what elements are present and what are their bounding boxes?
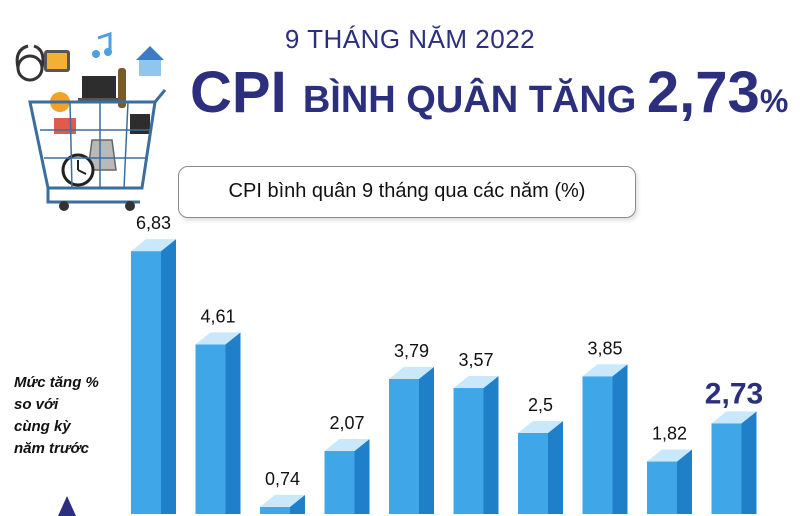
note-line: cùng kỳ [14, 418, 71, 435]
bar [711, 423, 742, 514]
bar [195, 344, 226, 514]
bar [131, 251, 161, 514]
data-label: 0,74 [265, 469, 300, 489]
house-icon [136, 46, 164, 76]
bar-side [354, 439, 370, 514]
chart-title: CPI bình quân 9 tháng qua các năm (%) [228, 180, 586, 202]
data-label: 3,85 [587, 338, 622, 358]
bar [389, 378, 419, 514]
bar [647, 461, 677, 514]
bar-top [647, 449, 692, 462]
bar [582, 376, 613, 514]
note-line: so với [14, 396, 59, 413]
bar-side [161, 239, 176, 514]
bar-top [582, 364, 628, 377]
bar-side [483, 376, 499, 514]
bar-top [389, 366, 434, 379]
bar-side [677, 449, 692, 514]
data-label: 2,5 [528, 395, 553, 415]
bar-top [131, 239, 176, 252]
bar-top [518, 421, 563, 433]
headline-cpi: CPI [190, 60, 303, 125]
headline-percent: % [759, 83, 789, 119]
bar-side [741, 411, 757, 514]
bar-top [453, 376, 499, 389]
headline-text: BÌNH QUÂN TĂNG [302, 79, 647, 121]
music-note-icon [92, 31, 112, 58]
tv-icon [44, 50, 70, 72]
y-axis-note: Mức tăng % so với cùng kỳ năm trước [14, 372, 124, 460]
data-label: 3,79 [394, 341, 429, 361]
bar [324, 451, 355, 514]
stethoscope-icon [15, 44, 45, 82]
bar-top [711, 411, 757, 424]
headline-value: 2,73 [646, 60, 760, 125]
bar [518, 433, 548, 514]
shopping-cart-icon [15, 31, 167, 211]
bar-side [419, 366, 434, 514]
clock-icon [61, 153, 95, 187]
note-line: Mức tăng % [14, 374, 99, 391]
data-label: 6,83 [136, 213, 171, 233]
data-label: 1,82 [652, 424, 687, 444]
data-label: 4,61 [200, 306, 235, 326]
wine-bottle-icon [118, 68, 126, 108]
subtitle: 9 THÁNG NĂM 2022 [284, 24, 536, 54]
data-label: 2,07 [329, 413, 364, 433]
bar-side [548, 421, 563, 514]
bar-side [225, 332, 241, 514]
bar-top [324, 439, 370, 452]
bar-top [195, 332, 241, 345]
up-arrow-icon [58, 496, 76, 516]
bar [260, 506, 290, 514]
bar-side [612, 364, 628, 514]
page-title: CPI BÌNH QUÂN TĂNG 2,73% [190, 64, 788, 122]
bar-top [260, 494, 305, 507]
chart-title-panel: CPI bình quân 9 tháng qua các năm (%) [178, 166, 636, 218]
note-line: năm trước [14, 440, 89, 457]
bar-side [290, 494, 305, 514]
data-label: 3,57 [458, 350, 493, 370]
laptop-icon [78, 76, 120, 102]
data-label: 2,73 [705, 377, 763, 410]
bar [453, 388, 484, 514]
